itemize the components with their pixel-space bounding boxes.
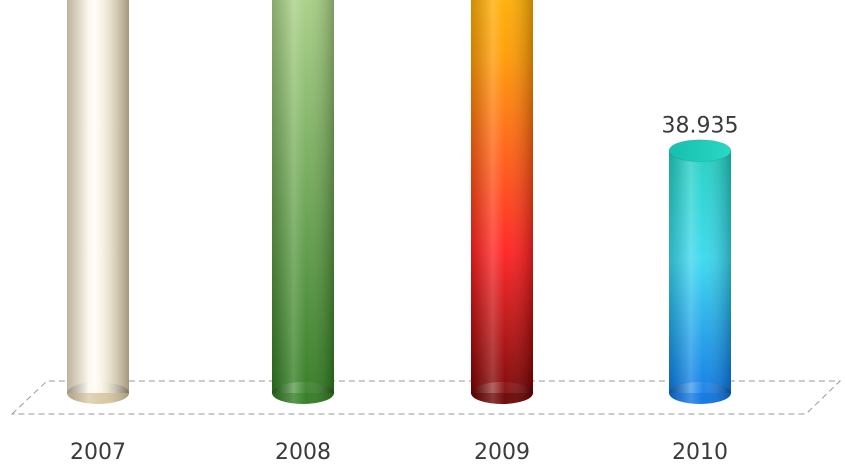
category-labels-group: 2007 2008 2009 2010 — [70, 440, 728, 465]
bar-2010 — [668, 139, 732, 404]
value-label-2010: 38.935 — [662, 114, 739, 139]
bar-2007 — [67, 0, 129, 404]
category-label-2010: 2010 — [672, 440, 728, 465]
value-labels-group: 39.89940.85940.23738.935 — [662, 114, 739, 139]
category-label-2007: 2007 — [70, 440, 126, 465]
bar-2008 — [272, 0, 334, 404]
bars-group — [67, 0, 732, 404]
floor-plane — [10, 380, 842, 415]
category-label-2008: 2008 — [275, 440, 331, 465]
category-label-2009: 2009 — [474, 440, 530, 465]
bar-2009 — [471, 0, 533, 404]
